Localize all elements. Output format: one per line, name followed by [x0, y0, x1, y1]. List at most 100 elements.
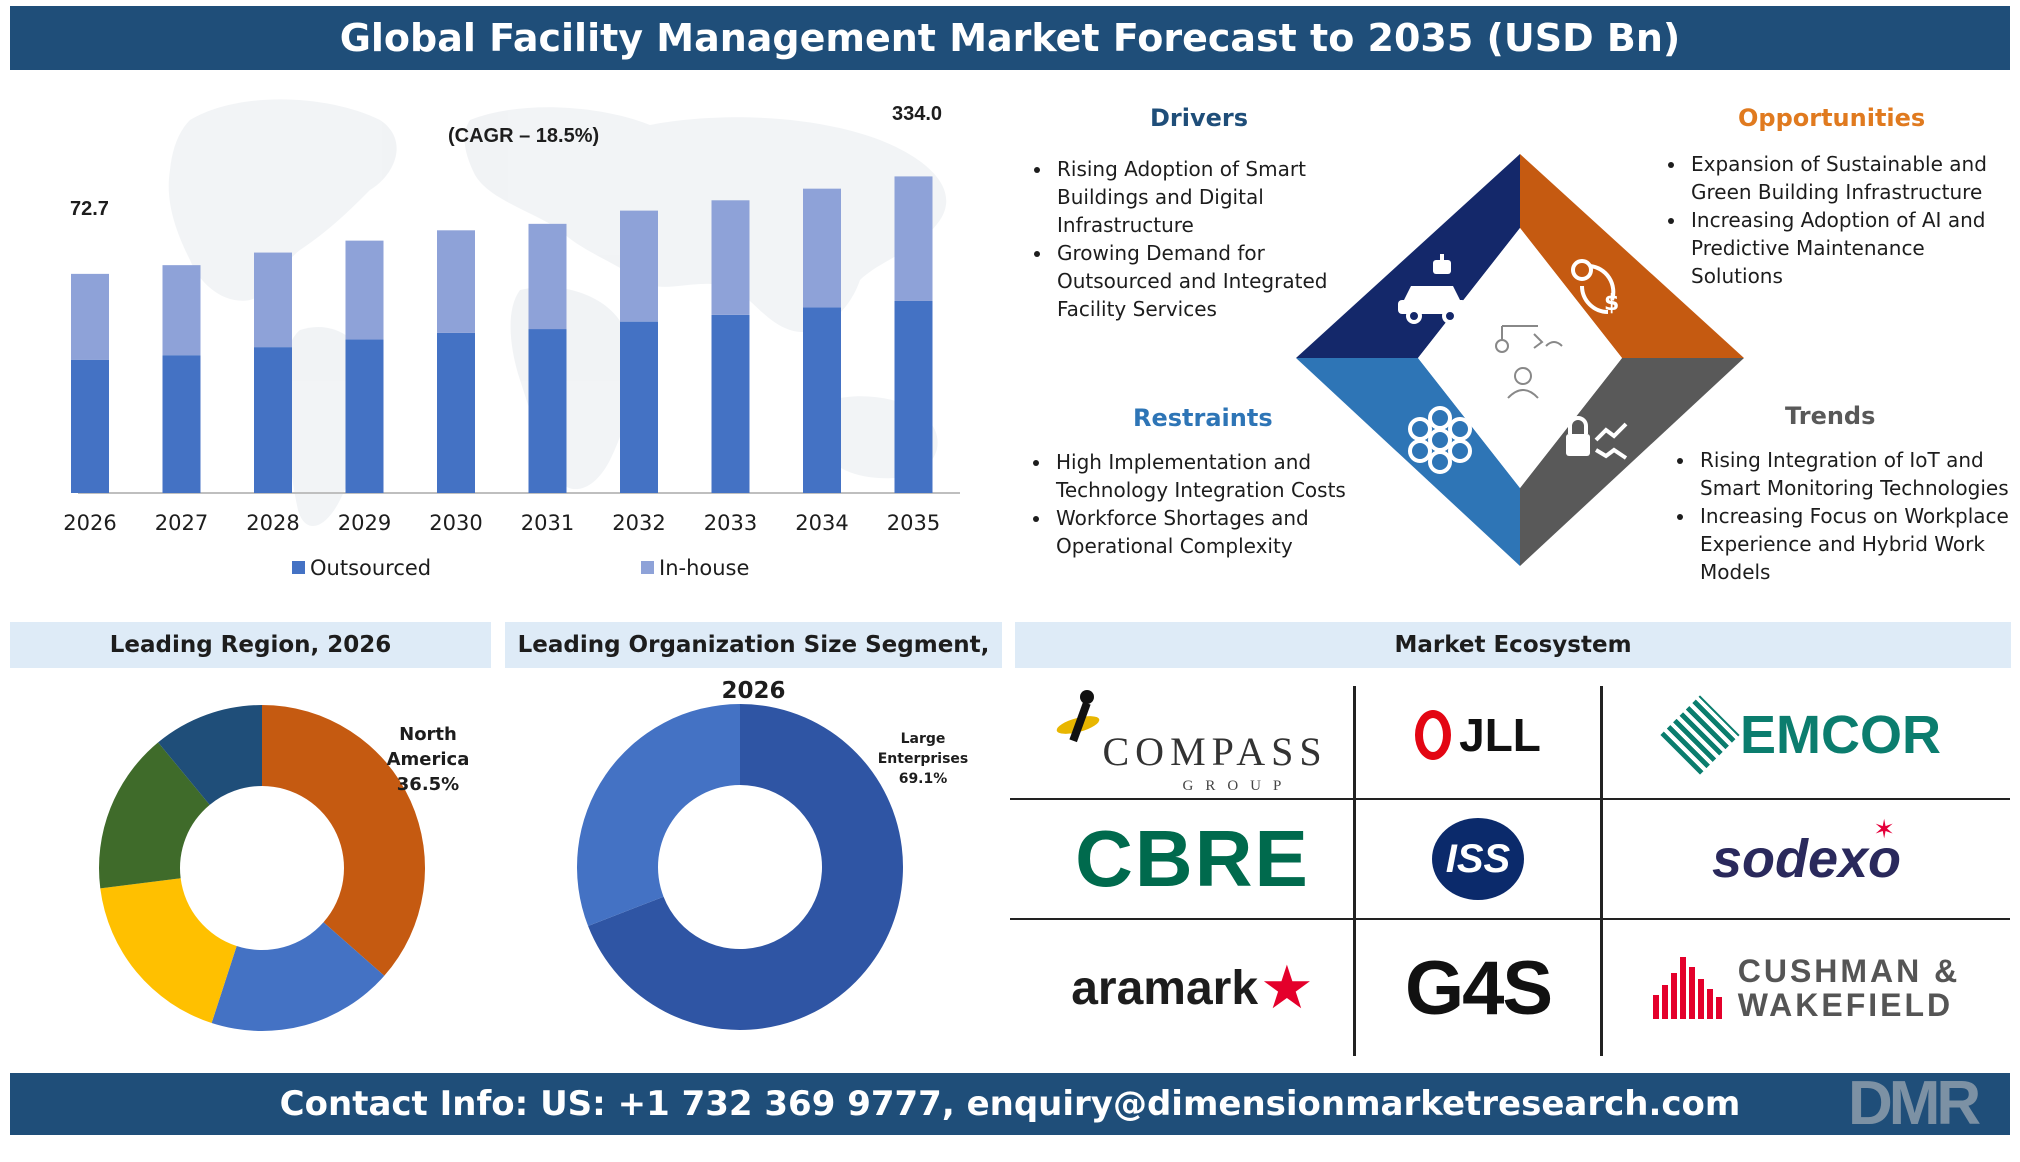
smart-home-person-icon	[1495, 325, 1563, 399]
drivers-item: Rising Adoption of Smart Buildings and D…	[1053, 155, 1353, 239]
diamond-trends-quadrant	[1520, 358, 1744, 566]
restraints-item: Workforce Shortages and Operational Comp…	[1052, 504, 1372, 560]
emcor-logo: EMCOR	[1603, 675, 2010, 795]
ecosystem-panel-header: Market Ecosystem	[1015, 622, 2011, 668]
donut-slice-4	[158, 705, 262, 805]
diamond-drivers-quadrant	[1296, 154, 1520, 358]
bar-inhouse-2029	[345, 240, 384, 340]
diamond-restraints-quadrant	[1296, 358, 1520, 566]
lock-arrows-icon	[1566, 416, 1628, 460]
aramark-logo: aramark ★	[1035, 920, 1350, 1056]
trends-item: Rising Integration of IoT and Smart Moni…	[1696, 446, 2020, 502]
svg-text:$: $	[1604, 291, 1619, 316]
x-tick-label: 2026	[63, 511, 116, 535]
opportunities-item: Expansion of Sustainable and Green Build…	[1687, 150, 2017, 206]
stacked-bar-chart: 2026 2027 2028 2029 2030 2031 2032 2033 2034 2035…	[63, 99, 960, 580]
money-cycle-icon: $	[1571, 259, 1619, 316]
drivers-item: Growing Demand for Outsourced and Integr…	[1053, 239, 1353, 323]
sodexo-logo: sodexo ✶	[1603, 800, 2010, 918]
robot-car-icon	[1398, 254, 1466, 324]
aramark-star-person-icon: ★	[1260, 954, 1314, 1021]
compass-figure-icon	[1048, 690, 1103, 750]
bar-inhouse-2026	[71, 273, 109, 360]
ecosystem-divider	[1010, 918, 2010, 920]
donut-slice-0	[262, 705, 425, 976]
contact-footer: Contact Info: US: +1 732 369 9777, enqui…	[10, 1073, 2010, 1135]
x-tick-label: 2027	[155, 511, 208, 535]
x-tick-label: 2031	[521, 511, 574, 535]
cagr-annotation: (CAGR – 18.5%)	[448, 125, 599, 147]
compass-group-logo: COMPASS GROUP	[1035, 675, 1350, 795]
cbre-wordmark: CBRE	[1075, 814, 1310, 903]
bar-outsourced-2035	[894, 300, 933, 493]
bar-inhouse-2028	[254, 252, 292, 348]
legend-swatch-outsourced	[292, 561, 305, 574]
aramark-wordmark: aramark	[1071, 961, 1259, 1015]
bar-inhouse-2034	[803, 188, 841, 308]
emcor-wordmark: EMCOR	[1740, 705, 1941, 765]
page-title: Global Facility Management Market Foreca…	[10, 6, 2010, 70]
restraints-list: High Implementation and Technology Integ…	[1022, 448, 1372, 560]
org-callout-label-1: Large	[901, 731, 946, 747]
donut-slice-0	[588, 704, 903, 1030]
cushman-wordmark-line2: WAKEFIELD	[1737, 987, 1954, 1023]
bar-outsourced-2033	[711, 314, 750, 493]
compass-wordmark: COMPASS	[1102, 729, 1328, 774]
drivers-list: Rising Adoption of Smart Buildings and D…	[1023, 155, 1353, 323]
g4s-wordmark: G4S	[1404, 945, 1553, 1031]
data-label-first: 72.7	[70, 198, 109, 220]
donut-slice-1	[211, 922, 385, 1031]
region-callout-value: 36.5%	[397, 774, 459, 795]
g4s-logo: G4S	[1356, 920, 1600, 1056]
bar-outsourced-2026	[71, 359, 109, 493]
ecosystem-divider	[1600, 686, 1603, 1056]
bar-inhouse-2033	[711, 200, 750, 315]
org-callout-label-2: Enterprises	[878, 751, 969, 767]
org-donut-chart: Large Enterprises 69.1%	[577, 704, 969, 1030]
legend-label-outsourced: Outsourced	[310, 556, 431, 580]
legend-swatch-inhouse	[641, 561, 654, 574]
org-panel-header: Leading Organization Size Segment, 2026	[505, 622, 1002, 704]
x-tick-label: 2034	[795, 511, 848, 535]
donut-slice-1	[577, 704, 740, 927]
bar-outsourced-2034	[803, 307, 841, 493]
x-tick-label: 2035	[887, 511, 940, 535]
drivers-title: Drivers	[1150, 104, 1249, 132]
org-callout-value: 69.1%	[899, 771, 948, 787]
trends-title: Trends	[1785, 402, 1876, 430]
cushman-wordmark-line1: CUSHMAN &	[1737, 953, 1961, 989]
sodexo-wordmark: sodexo	[1711, 829, 1902, 889]
opportunities-list: Expansion of Sustainable and Green Build…	[1657, 150, 2017, 290]
trends-item: Increasing Focus on Workplace Experience…	[1696, 502, 2020, 586]
data-label-last: 334.0	[892, 103, 942, 125]
region-callout-label-1: North	[399, 724, 457, 745]
cushman-building-icon	[1652, 957, 1722, 1019]
bar-inhouse-2027	[162, 265, 201, 356]
restraints-item: High Implementation and Technology Integ…	[1052, 448, 1372, 504]
legend-label-inhouse: In-house	[659, 556, 749, 580]
emcor-mark-icon	[1660, 695, 1740, 775]
x-tick-label: 2029	[338, 511, 391, 535]
compass-subword: GROUP	[1182, 778, 1294, 794]
bar-inhouse-2031	[528, 223, 567, 330]
trends-list: Rising Integration of IoT and Smart Moni…	[1666, 446, 2020, 586]
cbre-logo: CBRE	[1035, 800, 1350, 918]
donut-slice-3	[98, 742, 210, 889]
x-tick-label: 2033	[704, 511, 757, 535]
opportunities-title: Opportunities	[1738, 104, 1926, 132]
bar-outsourced-2031	[528, 329, 567, 493]
region-panel-header: Leading Region, 2026	[10, 622, 491, 668]
ecosystem-divider	[1010, 798, 2010, 800]
ecosystem-divider	[1353, 686, 1356, 1056]
x-tick-label: 2030	[429, 511, 482, 535]
bar-outsourced-2029	[345, 339, 384, 493]
opportunities-item: Increasing Adoption of AI and Predictive…	[1687, 206, 2017, 290]
sodexo-star-icon: ✶	[1873, 814, 1896, 844]
dot-diamond-graphic: $	[1296, 154, 1744, 566]
donut-slice-2	[100, 878, 237, 1024]
cushman-wakefield-logo: CUSHMAN & WAKEFIELD	[1603, 920, 2010, 1056]
bar-inhouse-2035	[894, 176, 933, 301]
restraints-title: Restraints	[1133, 404, 1273, 432]
diamond-opportunities-quadrant	[1520, 154, 1744, 358]
jll-logo: JLL	[1356, 675, 1600, 795]
